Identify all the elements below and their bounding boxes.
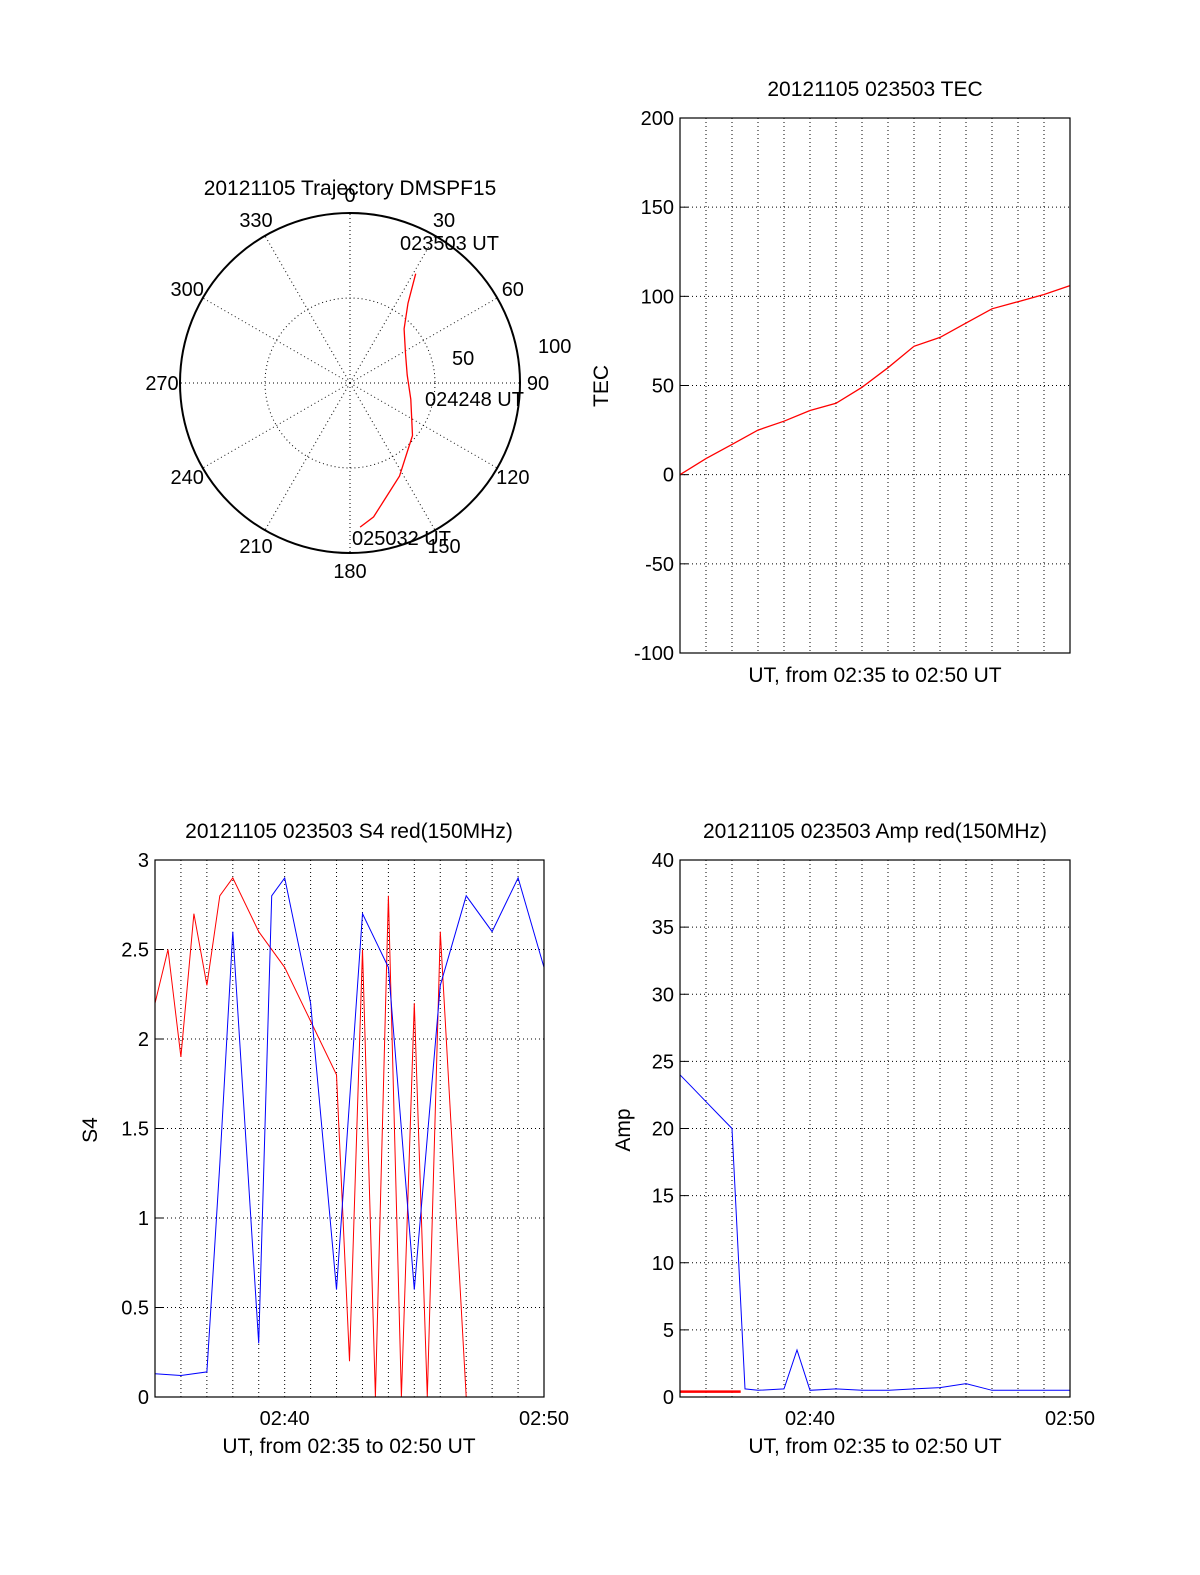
trajectory-title: 20121105 Trajectory DMSPF15 xyxy=(204,177,497,200)
s4-title: 20121105 023503 S4 red(150MHz) xyxy=(185,820,513,843)
y-tick-label: 2.5 xyxy=(121,940,149,962)
amp-plot-frame xyxy=(679,859,1071,1398)
s4-blue-series xyxy=(154,876,545,1377)
amp-x-label: UT, from 02:35 to 02:50 UT xyxy=(748,1435,1001,1458)
tec-panel: 20121105 023503 TEC 200150100500-50-100 … xyxy=(590,78,1071,687)
trajectory-line xyxy=(359,273,417,528)
azimuth-labels: 0 30 60 90 120 150 180 210 240 270 300 330 xyxy=(145,185,549,583)
polar-outer-ring xyxy=(179,212,521,554)
polar-spoke xyxy=(349,297,498,384)
tec-y-ticks: 200 150 100 50 0 -50 -100 xyxy=(634,108,688,665)
y-tick-label: 1.5 xyxy=(121,1119,149,1141)
y-tick-label: 35 xyxy=(652,917,674,939)
azimuth-label: 210 xyxy=(239,536,272,558)
polar-spoke xyxy=(202,297,351,384)
s4-y-label: S4 xyxy=(79,1117,102,1143)
s4-plot-frame xyxy=(154,859,545,1398)
y-tick-label: 100 xyxy=(641,286,674,308)
amp-y-label: Amp xyxy=(612,1108,635,1151)
amp-title: 20121105 023503 Amp red(150MHz) xyxy=(703,820,1047,843)
y-tick-label: 2 xyxy=(138,1029,149,1051)
y-tick-label: 1 xyxy=(138,1208,149,1230)
polar-spoke xyxy=(349,382,436,531)
y-tick-label: 0.5 xyxy=(121,1298,149,1320)
amp-grid xyxy=(680,860,1070,1397)
azimuth-label: 330 xyxy=(239,210,272,232)
tec-y-label: TEC xyxy=(590,365,613,407)
azimuth-label: 60 xyxy=(502,279,524,301)
s4-grid xyxy=(155,860,544,1397)
y-tick-label: 0 xyxy=(663,1387,674,1409)
mid-time-label: 024248 UT xyxy=(425,389,524,411)
amp-blue-series xyxy=(679,1074,1070,1391)
y-tick-label: 20 xyxy=(652,1119,674,1141)
y-tick-label: 150 xyxy=(641,197,674,219)
start-time-label: 023503 UT xyxy=(400,233,499,255)
tec-x-label: UT, from 02:35 to 02:50 UT xyxy=(748,664,1001,687)
y-tick-label: 25 xyxy=(652,1051,674,1073)
y-tick-label: 30 xyxy=(652,984,674,1006)
y-tick-label: 0 xyxy=(663,465,674,487)
y-tick-label: 15 xyxy=(652,1186,674,1208)
polar-spokes xyxy=(180,213,520,553)
x-tick-label: 02:40 xyxy=(785,1408,835,1430)
amp-x-ticks: 02:40 02:50 xyxy=(785,1408,1095,1430)
azimuth-label: 30 xyxy=(433,210,455,232)
azimuth-label: 240 xyxy=(170,467,203,489)
y-tick-label: 10 xyxy=(652,1253,674,1275)
azimuth-label: 120 xyxy=(496,467,529,489)
azimuth-label: 90 xyxy=(527,373,549,395)
azimuth-label: 0 xyxy=(344,185,355,207)
tec-plot-frame xyxy=(679,117,1071,654)
polar-spoke xyxy=(264,382,351,531)
y-tick-label: -50 xyxy=(645,554,674,576)
s4-red-series xyxy=(154,876,493,1398)
radial-label-50: 50 xyxy=(452,348,474,370)
trajectory-panel: 20121105 Trajectory DMSPF15 0 30 60 90 120 15… xyxy=(145,177,571,583)
s4-panel: 20121105 023503 S4 red(150MHz) 3 2.5 2 1.5 1… xyxy=(79,820,569,1458)
s4-y-ticks: 3 2.5 2 1.5 1 0.5 0 xyxy=(121,850,163,1409)
azimuth-label: 300 xyxy=(170,279,203,301)
azimuth-label: 150 xyxy=(427,536,460,558)
y-tick-label: 40 xyxy=(652,850,674,872)
tec-series-line xyxy=(679,284,1071,476)
y-tick-label: -100 xyxy=(634,643,674,665)
polar-spoke xyxy=(202,382,351,469)
x-tick-label: 02:50 xyxy=(1045,1408,1095,1430)
y-tick-label: 50 xyxy=(652,376,674,398)
polar-spoke xyxy=(264,235,351,384)
tec-grid xyxy=(680,118,1070,653)
amp-panel: 20121105 023503 Amp red(150MHz) 40 35 30 25… xyxy=(612,820,1095,1458)
azimuth-label: 180 xyxy=(333,561,366,583)
radial-label-100: 100 xyxy=(538,336,571,358)
tec-title: 20121105 023503 TEC xyxy=(767,78,982,101)
y-tick-label: 3 xyxy=(138,850,149,872)
y-tick-label: 200 xyxy=(641,108,674,130)
polar-spoke xyxy=(349,382,498,469)
x-tick-label: 02:40 xyxy=(260,1408,310,1430)
end-time-label: 025032 UT xyxy=(352,528,451,550)
x-tick-label: 02:50 xyxy=(519,1408,569,1430)
azimuth-label: 270 xyxy=(145,373,178,395)
s4-x-ticks: 02:40 02:50 xyxy=(260,1408,569,1430)
y-tick-label: 0 xyxy=(138,1387,149,1409)
y-tick-label: 5 xyxy=(663,1320,674,1342)
polar-spoke xyxy=(349,235,436,384)
amp-y-ticks: 40 35 30 25 20 15 10 5 0 xyxy=(652,850,688,1409)
s4-x-label: UT, from 02:35 to 02:50 UT xyxy=(222,1435,475,1458)
